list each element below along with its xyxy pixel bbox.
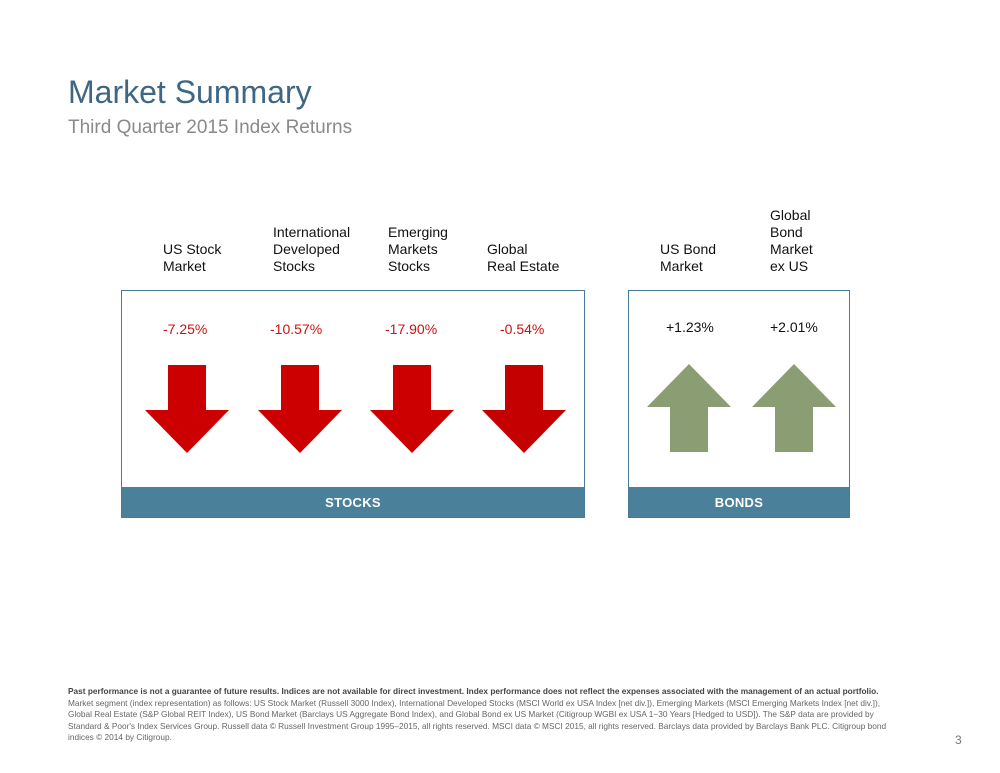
page-title: Market Summary (68, 74, 312, 110)
up-arrow-icon (752, 364, 836, 452)
down-arrow-icon (258, 365, 342, 453)
label-emerging-markets-stocks: Emerging Markets Stocks (388, 224, 448, 274)
return-global-bond-market-ex-us: +2.01% (770, 319, 818, 335)
page-number: 3 (955, 733, 962, 747)
label-global-real-estate: Global Real Estate (487, 241, 560, 274)
label-international-developed-stocks: International Developed Stocks (273, 224, 351, 274)
disclaimer-footnote: Past performance is not a guarantee of f… (68, 686, 898, 744)
return-emerging-markets-stocks: -17.90% (385, 321, 438, 337)
return-global-real-estate: -0.54% (500, 321, 545, 337)
down-arrow-icon (370, 365, 454, 453)
label-global-bond-market-ex-us: Global Bond Market ex US (770, 207, 813, 274)
disclaimer-bold: Past performance is not a guarantee of f… (68, 686, 879, 696)
return-us-stock-market: -7.25% (163, 321, 208, 337)
label-us-stock-market: US Stock Market (163, 241, 222, 274)
page-subtitle: Third Quarter 2015 Index Returns (68, 117, 353, 138)
return-us-bond-market: +1.23% (666, 319, 714, 335)
bonds-panel-footer: BONDS (629, 487, 849, 517)
down-arrow-icon (145, 365, 229, 453)
up-arrow-icon (647, 364, 731, 452)
label-us-bond-market: US Bond Market (660, 241, 717, 274)
disclaimer-body: Market segment (index representation) as… (68, 697, 887, 743)
return-international-developed-stocks: -10.57% (270, 321, 323, 337)
down-arrow-icon (482, 365, 566, 453)
stocks-panel-footer: STOCKS (122, 487, 584, 517)
